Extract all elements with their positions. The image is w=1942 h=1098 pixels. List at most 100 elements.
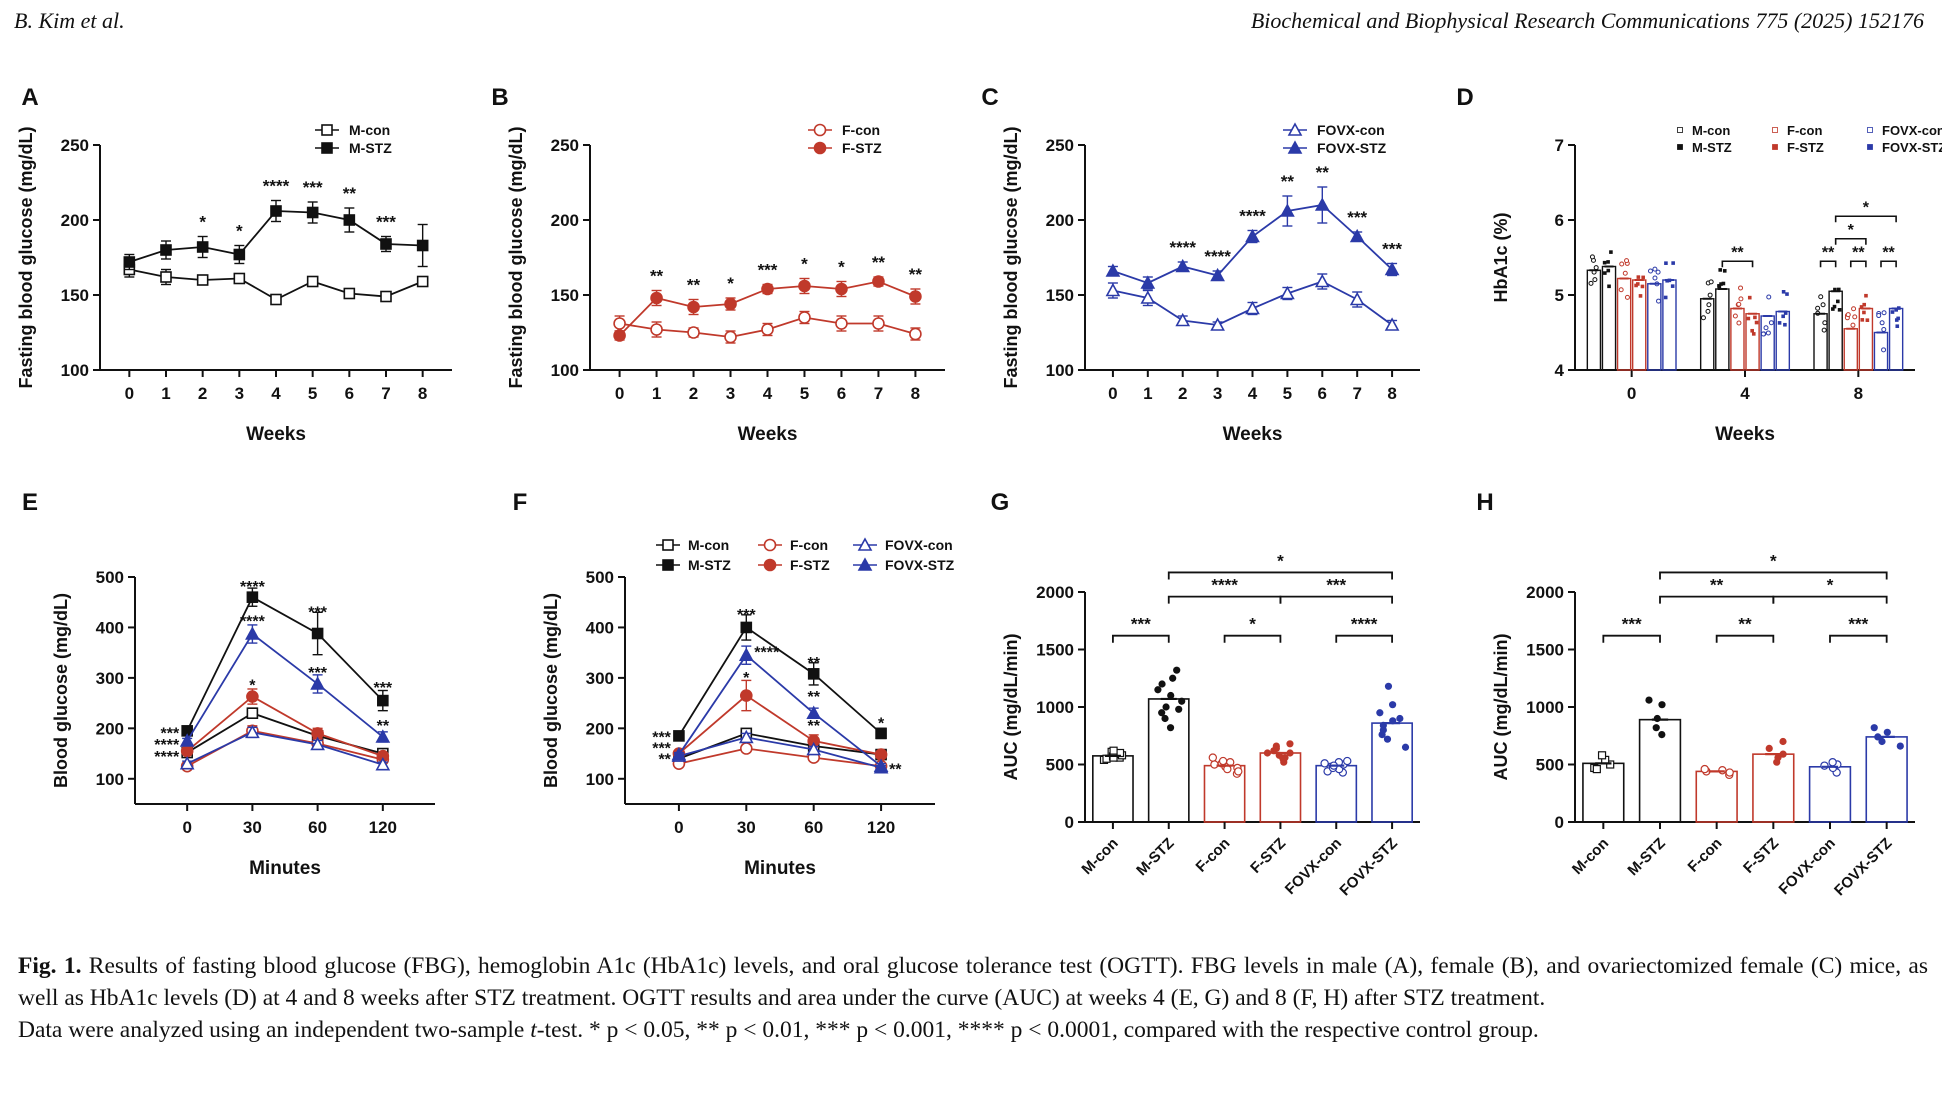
data-point-FOVX-con [1763, 325, 1769, 331]
data-point-F-STZ [687, 300, 700, 314]
bar-FOVX-con [1647, 283, 1662, 371]
data-point-FOVX-con [1765, 330, 1771, 336]
data-point-M-STZ [311, 627, 324, 640]
legend-marker-F-STZ [763, 558, 777, 572]
legend-marker-FOVX-STZ [1287, 140, 1303, 154]
data-point-FOVX-con [1140, 290, 1156, 304]
significance-bracket [1834, 237, 1867, 245]
data-point-M-STZ [1653, 714, 1661, 723]
data-point-F-STZ [1746, 316, 1751, 321]
panel-C-y-tick-label: 150 [1046, 286, 1074, 305]
significance-bracket [1849, 260, 1867, 268]
significance-bracket [1223, 634, 1282, 643]
panel-B-y-tick-label: 200 [551, 211, 579, 230]
data-point-M-STZ [740, 621, 753, 634]
data-point-FOVX-STZ [1895, 324, 1900, 329]
legend-label-F-con: F-con [842, 122, 880, 138]
data-point-FOVX-STZ [1384, 261, 1400, 276]
panel-letter-B: B [491, 84, 508, 111]
data-point-FOVX-con [1879, 320, 1885, 326]
data-point-F-con [761, 323, 774, 336]
data-point-M-con [343, 287, 356, 300]
panel-E-y-tick-label: 300 [96, 669, 124, 688]
data-point-M-con [306, 275, 319, 288]
panel-H-y-tick-label: 1000 [1526, 698, 1564, 717]
panel-E: E 100 200 300 400 500 Blood glucose (mg/dL) 0 30… [22, 489, 435, 879]
panel-letter-F: F [513, 489, 528, 516]
data-point-FOVX-STZ [1890, 310, 1895, 314]
significance-label: * [1863, 199, 1870, 216]
data-point-M-con [233, 272, 246, 285]
panel-A-y-tick-label: 100 [61, 361, 89, 380]
data-point-F-con [1852, 314, 1858, 320]
panel-F-y-tick-label: 400 [586, 618, 614, 637]
legend-marker-M-con [321, 124, 333, 136]
panel-B-x-axis-label: Weeks [738, 424, 798, 445]
data-point-M-STZ [1831, 307, 1835, 311]
panel-F-y-axis-label: Blood glucose (mg/dL) [541, 593, 561, 788]
bar-FOVX-STZ [1662, 279, 1677, 371]
panel-F-y-tick-label: 500 [586, 568, 614, 587]
legend-marker-F-con [813, 123, 827, 137]
x-tick-label: 8 [1854, 384, 1863, 403]
data-point-F-STZ [1286, 740, 1294, 748]
data-point-F-con [872, 317, 885, 330]
significance-label: ** [1852, 244, 1865, 261]
legend-marker-FOVX-con [1867, 127, 1873, 133]
significance-label: ** [807, 655, 820, 672]
significance-label: *** [1326, 576, 1346, 595]
data-point-M-con [1815, 305, 1821, 311]
panel-H: H 0 500 1000 1500 2000 AUC (mg/dL/min) M-con M-S… [1476, 489, 1915, 899]
x-tick-label: 5 [800, 384, 809, 403]
data-point-M-STZ [1154, 686, 1162, 694]
bar-F-con [1843, 328, 1859, 371]
x-tick-label: 5 [1283, 384, 1292, 403]
data-point-FOVX-STZ [179, 733, 195, 747]
significance-label: *** [652, 741, 671, 758]
significance-label: * [1249, 615, 1256, 634]
data-point-M-STZ [1161, 714, 1169, 723]
significance-bracket [1834, 215, 1897, 223]
data-point-F-STZ [1279, 755, 1287, 763]
data-point-M-STZ [1158, 680, 1166, 688]
data-point-M-STZ [1722, 269, 1727, 273]
data-point-M-STZ [1833, 287, 1837, 292]
significance-label: ** [872, 253, 886, 272]
bar-FOVX-STZ [1371, 722, 1413, 823]
legend-marker-F-STZ [1772, 144, 1778, 150]
panel-F: F 100 200 300 400 500 Blood glucose (mg/dL) 0 30… [513, 489, 955, 879]
significance-label: *** [1347, 208, 1367, 227]
legend-label-F-STZ: F-STZ [1787, 140, 1824, 155]
data-point-FOVX-STZ [738, 647, 754, 661]
caption-text: Results of fasting blood glucose (FBG), … [18, 953, 1928, 1011]
bar-M-con [1092, 755, 1134, 823]
panel-letter-H: H [1476, 489, 1493, 516]
data-point-FOVX-STZ [1384, 682, 1393, 690]
data-point-M-STZ [1836, 299, 1840, 304]
significance-label: ** [807, 689, 820, 706]
x-tick-label: 3 [1213, 384, 1222, 403]
legend-marker-F-con [763, 538, 777, 552]
series-line-FOVX-con [678, 736, 882, 769]
legend-marker-M-con [662, 539, 674, 551]
bar-M-con [1586, 269, 1602, 371]
significance-label: ** [1281, 172, 1295, 191]
bar-M-con [1582, 762, 1625, 823]
x-tick-label: FOVX-STZ [1336, 835, 1400, 899]
data-point-M-STZ [1606, 268, 1611, 273]
significance-bracket [1112, 634, 1170, 643]
panel-letter-A: A [21, 84, 38, 111]
data-point-FOVX-STZ [1396, 714, 1404, 723]
x-tick-label: 6 [837, 384, 846, 403]
panel-C-y-tick-label: 200 [1046, 211, 1074, 230]
series-line-M-con [186, 712, 384, 755]
data-point-M-STZ [246, 591, 259, 603]
data-point-M-con [1708, 279, 1714, 285]
panel-H-y-tick-label: 500 [1536, 756, 1564, 775]
panel-G-y-tick-label: 500 [1046, 756, 1074, 775]
panel-F-y-tick-label: 300 [586, 669, 614, 688]
data-point-M-STZ [1178, 697, 1186, 705]
data-point-F-STZ [1865, 318, 1870, 322]
significance-bracket [1602, 634, 1661, 643]
data-point-FOVX-con [1343, 756, 1352, 766]
